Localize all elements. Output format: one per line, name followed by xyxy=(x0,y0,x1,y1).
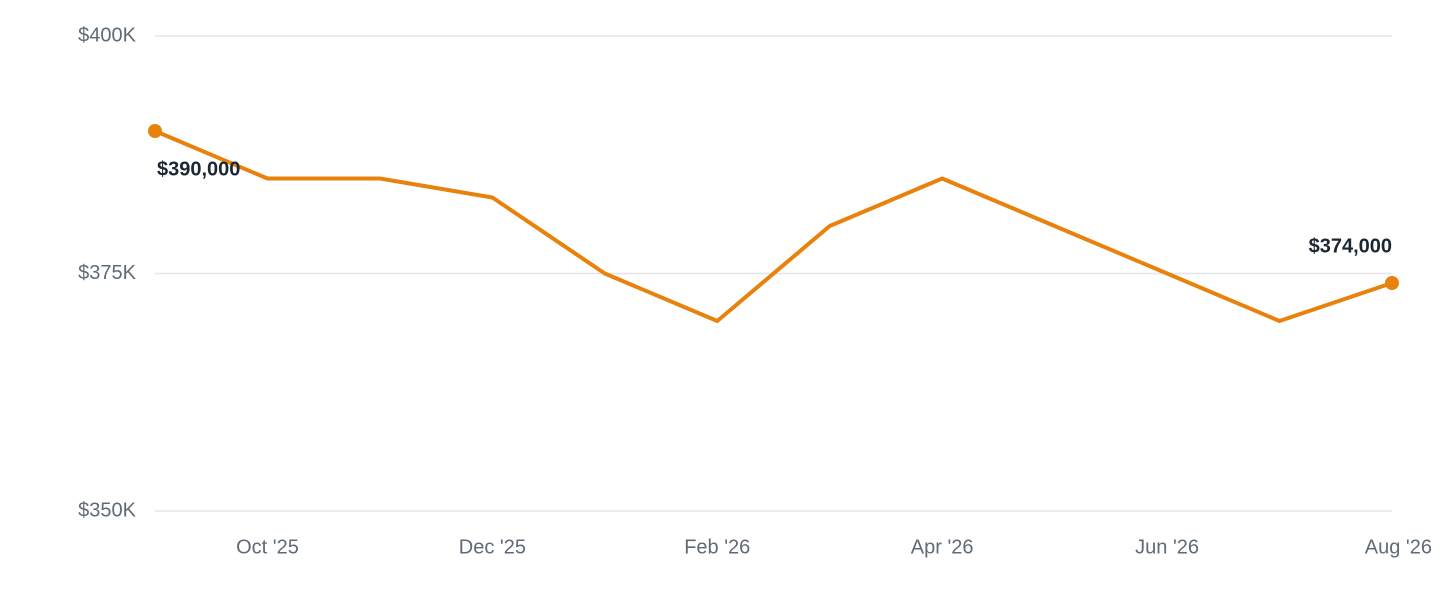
line xyxy=(153,129,1394,323)
x-tick-label: Dec '25 xyxy=(459,536,526,558)
point xyxy=(1385,276,1399,290)
y-tick-label: $375K xyxy=(78,262,136,284)
x-tick-label: Feb '26 xyxy=(684,536,750,558)
value-label: $390,000 xyxy=(157,158,240,180)
value-label: $374,000 xyxy=(1309,235,1392,257)
x-tick-label: Aug '26 xyxy=(1365,536,1432,558)
point xyxy=(148,124,162,138)
x-tick-label: Oct '25 xyxy=(236,536,299,558)
x-tick-label: Jun '26 xyxy=(1135,536,1199,558)
x-tick-label: Apr '26 xyxy=(911,536,974,558)
y-tick-label: $400K xyxy=(78,24,136,46)
y-tick-label: $350K xyxy=(78,499,136,521)
